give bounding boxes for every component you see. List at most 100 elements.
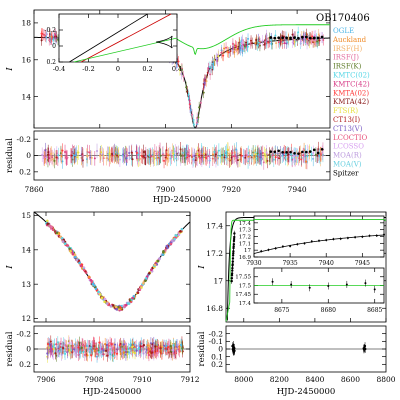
- bottom-right-early-point: [232, 250, 235, 253]
- top-data-point: [217, 55, 220, 58]
- bottom-left-data-point: [77, 259, 81, 263]
- top-residual-point: [188, 155, 191, 158]
- top-residual-point: [214, 153, 217, 156]
- top-spitzer-point: [289, 36, 292, 40]
- top-residual-point: [220, 156, 223, 159]
- bottom-left-residual-point: [75, 350, 78, 353]
- bottom-left-residual-ytick-label: -0.2: [17, 329, 32, 338]
- legend-entry: MOA(V): [333, 161, 362, 169]
- bottom-left-residual-point: [69, 351, 72, 354]
- bottom-left-residual-point: [86, 344, 89, 347]
- bottom-left-data-point: [98, 293, 102, 296]
- top-residual-point: [233, 155, 236, 158]
- top-residual-ytick-label: -0.2: [17, 135, 32, 144]
- bottom-left-data-point: [89, 278, 93, 282]
- top-residual-point: [82, 154, 85, 157]
- top-residual-point: [86, 155, 89, 158]
- top-data-point: [227, 51, 230, 54]
- top-residual-point: [167, 154, 170, 157]
- top-residual-spitzer-point: [312, 148, 316, 152]
- top-residual-point: [238, 158, 241, 161]
- bottom-left-data-point: [78, 261, 81, 265]
- bottom-left-residual-ylabel: residual: [5, 331, 15, 366]
- top-data-point: [299, 38, 302, 41]
- bottom-left-residual-point: [93, 349, 96, 353]
- top-residual-point: [48, 157, 51, 160]
- top-residual-point: [254, 151, 257, 154]
- bottom-right-early-point: [231, 266, 234, 270]
- top-residual-point: [316, 154, 319, 157]
- bottom-left-residual-point: [110, 351, 113, 354]
- bottom-left-residual-point: [144, 350, 147, 354]
- top-residual-point: [165, 153, 168, 156]
- bottom-right-inset-2-xtick-label: 8685: [367, 307, 382, 314]
- top-residual-point: [53, 159, 56, 162]
- top-data-point: [48, 39, 51, 42]
- bottom-left-data-point: [158, 257, 161, 260]
- top-data-point: [293, 38, 296, 41]
- bottom-left-data-point: [100, 296, 104, 300]
- bottom-right-xtick-label: 8400: [305, 375, 324, 384]
- bottom-left-data-point: [169, 242, 173, 246]
- top-residual-point: [235, 148, 238, 151]
- bottom-left-residual-point: [80, 346, 83, 349]
- bottom-left-residual-point: [89, 347, 92, 351]
- top-residual-spitzer-point: [320, 147, 324, 151]
- bottom-left-residual-point: [124, 347, 127, 350]
- bottom-left-residual-point: [178, 345, 181, 348]
- bottom-right-inset-1-point: [375, 234, 378, 237]
- bottom-left-xtick-label: 7912: [180, 375, 199, 384]
- top-ytick-label: 14: [21, 92, 31, 101]
- bottom-left-residual-point: [62, 342, 65, 345]
- bottom-left-residual-point: [105, 343, 109, 346]
- top-residual-point: [287, 153, 290, 156]
- top-data-point: [245, 41, 248, 44]
- bottom-right-residual-ytick-label: 0: [218, 345, 223, 354]
- top-residual-spitzer-point: [285, 151, 288, 154]
- legend-entry: KMTA(02): [333, 89, 369, 97]
- top-data-point: [191, 113, 194, 116]
- bottom-right-residual-point: [232, 350, 235, 353]
- top-residual-point: [193, 155, 196, 158]
- top-data-point: [317, 33, 320, 36]
- top-residual-point: [88, 151, 91, 154]
- top-residual-spitzer-point: [269, 150, 273, 153]
- top-residual-point: [64, 151, 67, 154]
- top-residual-point: [111, 152, 114, 155]
- bottom-right-inset-1-ytick-label: 17.1: [239, 241, 251, 247]
- bottom-left-residual-point: [84, 346, 87, 350]
- top-data-point: [180, 72, 183, 75]
- top-residual-point: [140, 154, 143, 157]
- bottom-left-residual-point: [110, 342, 113, 346]
- bottom-left-data-point: [131, 296, 134, 300]
- top-residual-point: [96, 149, 99, 152]
- bottom-left-residual-point: [119, 352, 122, 356]
- top-residual-point: [130, 151, 133, 154]
- top-spitzer-point: [297, 36, 300, 40]
- top-data-point: [306, 38, 309, 41]
- top-residual-point: [206, 155, 209, 158]
- top-residual-ylabel: residual: [5, 138, 15, 173]
- top-residual-point: [217, 149, 220, 152]
- bottom-right-inset-1-point: [325, 239, 328, 242]
- bottom-left-residual-point: [59, 342, 63, 345]
- bottom-left-residual-point: [152, 348, 155, 351]
- top-residual-point: [200, 154, 203, 157]
- top-residual-point: [199, 156, 202, 159]
- legend-entry: IRSF(J): [333, 54, 359, 62]
- top-residual-point: [261, 151, 264, 154]
- bottom-left-residual-point: [146, 344, 149, 347]
- top-data-point: [275, 42, 278, 45]
- top-residual-point: [142, 150, 145, 153]
- top-residual-point: [279, 154, 282, 157]
- bottom-right-inset-2-xtick-label: 8675: [274, 307, 289, 314]
- bottom-left-data-point: [138, 287, 142, 291]
- top-residual-point: [159, 154, 162, 157]
- top-data-point: [192, 119, 195, 122]
- bottom-right-inset-2-ytick-label: 17.4: [239, 301, 252, 307]
- top-residual-spitzer-point: [305, 150, 308, 154]
- bottom-left-residual-point: [102, 349, 105, 352]
- bottom-right-inset-1-ytick-label: 17.2: [239, 234, 251, 240]
- top-data-point: [187, 93, 190, 96]
